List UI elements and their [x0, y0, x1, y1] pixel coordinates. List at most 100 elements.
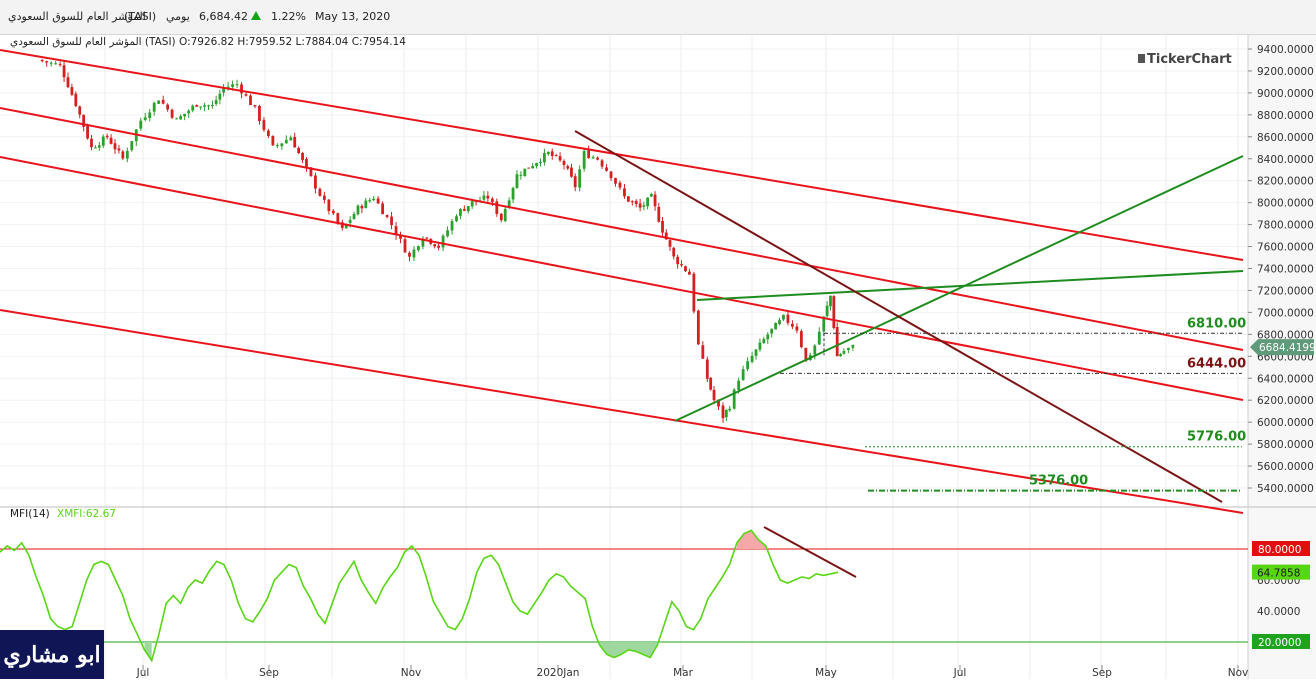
candle-body: [368, 200, 372, 202]
candle-body: [558, 156, 562, 161]
candle-body: [148, 112, 152, 119]
candle-body: [754, 349, 758, 356]
candle-body: [175, 118, 178, 120]
candle-body: [58, 64, 62, 66]
candle-body: [799, 331, 803, 348]
candle-body: [573, 176, 577, 188]
candle-body: [566, 166, 570, 169]
candle-body: [297, 147, 301, 154]
candle-body: [376, 198, 380, 204]
candle-body: [446, 230, 449, 237]
candle-body: [280, 143, 284, 147]
candle-body: [609, 171, 613, 179]
mfi-level-tag-label: 20.0000: [1258, 637, 1301, 649]
candle-body: [709, 377, 713, 390]
candle-body: [626, 196, 630, 202]
candle-body: [515, 174, 519, 189]
candle-body: [450, 221, 454, 231]
candle-body: [301, 153, 304, 160]
candle-body: [244, 94, 248, 96]
candle-body: [207, 105, 210, 107]
candle-body: [550, 151, 554, 156]
candle-body: [582, 151, 586, 169]
x-tick-label: May: [815, 667, 837, 679]
price-tick-label: 7000.0000: [1257, 307, 1314, 319]
candle-body: [642, 205, 646, 207]
author-badge: ابو مشاري: [0, 630, 104, 679]
candle-body: [503, 208, 507, 222]
mfi-last-value-tag: [1252, 564, 1310, 580]
symbol-label: (TASI): [124, 10, 157, 23]
x-axis: Jul Sep Nov 2020Jan Mar May Jul Sep Nov: [136, 665, 1248, 679]
candle-body: [161, 99, 165, 104]
mfi-title: MFI(14): [10, 508, 50, 520]
candle-body: [417, 246, 420, 251]
candle-body: [49, 62, 53, 64]
candle-body: [399, 234, 402, 239]
candle-body: [672, 247, 676, 257]
candle-body: [305, 158, 308, 168]
candle-body: [562, 160, 566, 165]
dark-downtrend-line: [574, 130, 1223, 503]
candle-body: [309, 167, 313, 176]
candle-body: [688, 271, 691, 275]
candle-body: [668, 240, 672, 247]
candle-body: [327, 199, 331, 211]
candle-body: [578, 169, 582, 188]
candle-body: [191, 105, 195, 111]
candle-body: [701, 345, 705, 359]
candle-body: [737, 380, 741, 391]
candle-body: [600, 160, 604, 167]
green-upper-line: [696, 270, 1244, 301]
candle-body: [125, 151, 129, 159]
level-annotations: 6810.00 6444.00 5776.00 5376.00: [780, 316, 1246, 492]
candle-body: [331, 210, 335, 214]
candle-body: [539, 161, 542, 163]
candle-body: [360, 205, 364, 209]
candle-body: [822, 316, 826, 332]
candle-body: [724, 410, 728, 418]
candle-body: [62, 65, 66, 78]
candle-body: [314, 175, 317, 189]
candle-body: [696, 310, 700, 345]
candle-body: [258, 105, 261, 122]
candle-body: [262, 120, 266, 130]
candle-body: [495, 201, 499, 214]
candle-body: [519, 174, 523, 176]
candle-body: [507, 200, 511, 208]
price-tick-label: 5400.0000: [1257, 483, 1314, 495]
candle-body: [455, 216, 458, 222]
candle-body: [218, 93, 222, 100]
candle-body: [851, 344, 855, 348]
candle-body: [336, 213, 340, 223]
candle-body: [623, 188, 626, 197]
up-arrow-icon: [251, 11, 261, 20]
candle-body: [766, 334, 770, 340]
candle-body: [527, 167, 531, 169]
x-tick-label: Nov: [401, 667, 422, 679]
candle-body: [231, 84, 234, 87]
price-tick-label: 5600.0000: [1257, 461, 1314, 473]
red-channel-line: [0, 107, 1244, 351]
index-name: المؤشر العام للسوق السعودي: [8, 10, 146, 23]
candle-body: [166, 104, 170, 110]
price-tick-label: 8400.0000: [1257, 154, 1314, 166]
candle-body: [109, 137, 113, 144]
candle-body: [770, 328, 774, 334]
x-tick-label: Sep: [1092, 667, 1112, 679]
mfi-tick-label: 40.0000: [1257, 606, 1300, 618]
price-tick-label: 8200.0000: [1257, 176, 1314, 188]
price-chart[interactable]: 6810.00 6444.00 5776.00 5376.00 9400.0000 920…: [0, 35, 1316, 679]
candle-body: [618, 182, 622, 188]
mfi-oversold-fill: [144, 642, 658, 661]
last-price: 6,684.42: [199, 10, 248, 23]
candle-body: [758, 342, 762, 350]
candle-body: [634, 200, 638, 204]
candle-body: [222, 87, 226, 93]
trend-lines: [0, 49, 1244, 514]
candle-body: [385, 215, 389, 217]
candle-body: [344, 223, 348, 229]
mfi-legend: XMFI:62.67: [57, 508, 116, 520]
candle-body: [832, 296, 836, 328]
candle-body: [70, 87, 74, 95]
